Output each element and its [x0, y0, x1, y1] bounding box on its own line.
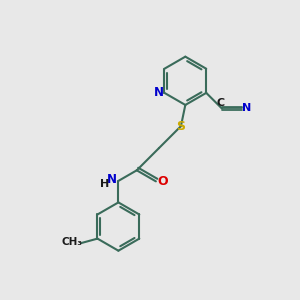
Text: H: H [100, 179, 109, 189]
Text: C: C [216, 98, 224, 108]
Text: O: O [157, 175, 168, 188]
Text: N: N [107, 172, 117, 186]
Text: N: N [154, 86, 164, 99]
Text: CH₃: CH₃ [62, 238, 83, 248]
Text: N: N [242, 103, 251, 113]
Text: S: S [176, 120, 185, 133]
